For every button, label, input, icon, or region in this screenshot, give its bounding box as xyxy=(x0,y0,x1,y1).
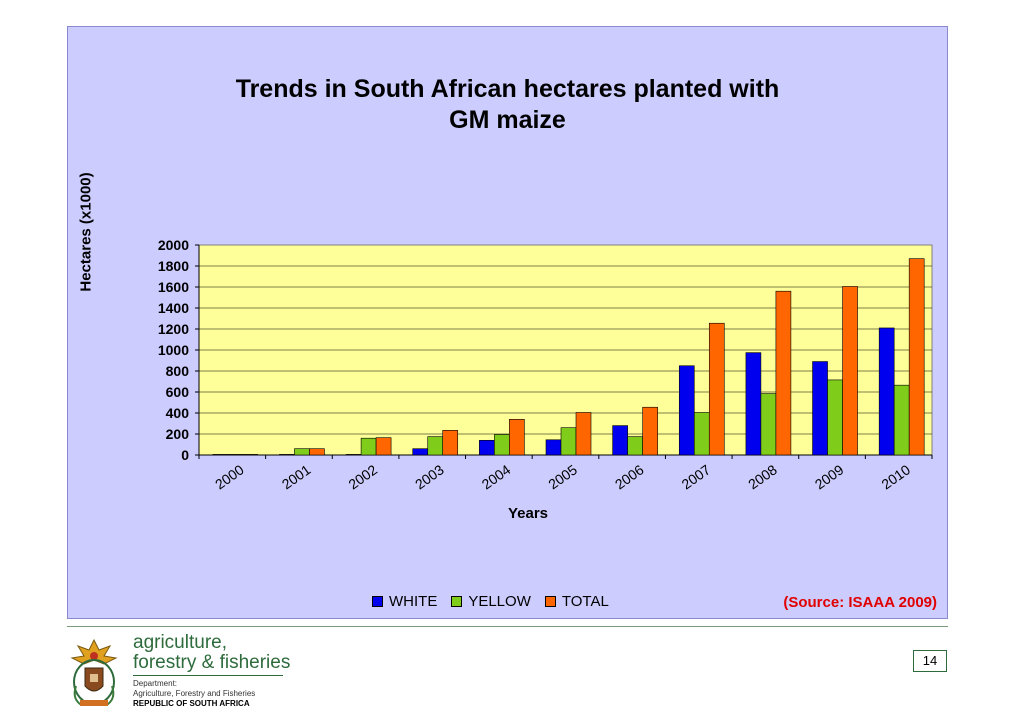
bar-total-2002 xyxy=(375,437,392,456)
brand-line-1: agriculture, xyxy=(133,632,227,653)
coat-of-arms-icon xyxy=(70,638,118,706)
y-tick-label: 1000 xyxy=(158,342,189,358)
bar-white-2000 xyxy=(212,454,229,456)
y-tick-label: 1200 xyxy=(158,321,189,337)
bar-yellow-2001 xyxy=(294,448,310,456)
x-tick-label: 2001 xyxy=(279,461,314,492)
legend-item-total: TOTAL xyxy=(544,592,609,610)
x-tick-label: 2000 xyxy=(212,461,247,492)
bar-white-2008 xyxy=(745,352,762,456)
legend-label-yellow: YELLOW xyxy=(468,592,531,610)
bar-yellow-2006 xyxy=(627,436,643,456)
bar-white-2001 xyxy=(279,454,295,456)
legend-swatch-white xyxy=(372,595,383,607)
bar-yellow-2008 xyxy=(760,393,777,456)
dept-line-1: Department: xyxy=(133,679,178,688)
bar-yellow-2009 xyxy=(827,379,843,456)
y-axis-label: Hectares (x1000) xyxy=(77,172,95,292)
bar-white-2004 xyxy=(479,439,495,456)
chart-title: Trends in South African hectares planted… xyxy=(235,75,780,134)
bar-yellow-2003 xyxy=(427,436,444,456)
bar-white-2003 xyxy=(412,448,429,456)
bar-white-2005 xyxy=(545,439,562,456)
bar-total-2008 xyxy=(775,290,792,456)
x-tick-label: 2003 xyxy=(412,461,447,492)
brand-name: agriculture, forestry & fisheries xyxy=(133,633,290,673)
department-block: Department: Agriculture, Forestry and Fi… xyxy=(133,679,255,709)
brand-divider xyxy=(133,675,283,676)
y-tick-label: 0 xyxy=(181,447,189,463)
x-axis-label: Years xyxy=(507,505,549,522)
bar-total-2007 xyxy=(708,322,725,456)
bar-total-2010 xyxy=(908,258,925,456)
bar-total-2000 xyxy=(242,454,259,456)
bar-yellow-2005 xyxy=(560,427,577,456)
legend-label-white: WHITE xyxy=(389,592,438,610)
bar-chart: 0 200 400 600 800 1000 1200 1400 1600 1800 2000 200… xyxy=(158,237,933,492)
bar-yellow-2004 xyxy=(494,434,510,456)
legend-item-white: WHITE xyxy=(372,593,437,610)
y-tick-label: 600 xyxy=(166,384,190,400)
bar-white-2002 xyxy=(345,454,362,456)
source-note: (Source: ISAAA 2009) xyxy=(783,594,937,611)
brand-line-2: forestry & fisheries xyxy=(133,652,291,673)
bar-yellow-2010 xyxy=(893,384,910,456)
bar-white-2006 xyxy=(612,425,628,456)
bar-total-2004 xyxy=(509,418,525,456)
bar-total-2006 xyxy=(642,406,658,456)
bar-white-2007 xyxy=(678,365,695,456)
bar-white-2009 xyxy=(812,361,828,456)
legend: WHITE YELLOW TOTAL xyxy=(372,591,623,611)
y-tick-label: 1400 xyxy=(158,300,189,316)
x-tick-label: 2007 xyxy=(679,461,714,492)
y-tick-label: 2000 xyxy=(158,237,189,253)
bar-total-2009 xyxy=(842,286,858,456)
y-tick-label: 200 xyxy=(166,426,190,442)
footer-divider xyxy=(67,626,948,627)
x-tick-label: 2008 xyxy=(745,461,780,492)
x-tick-label: 2006 xyxy=(612,461,647,492)
legend-label-total: TOTAL xyxy=(561,592,609,610)
x-tick-label: 2010 xyxy=(878,461,913,492)
chart-panel: 0 200 400 600 800 1000 1200 1400 1600 1800 2000 200… xyxy=(67,26,948,619)
bar-yellow-2002 xyxy=(360,437,377,456)
bar-yellow-2007 xyxy=(693,412,710,456)
dept-line-2: Agriculture, Forestry and Fisheries xyxy=(133,689,256,698)
y-tick-label: 800 xyxy=(166,363,190,379)
dept-country: REPUBLIC OF SOUTH AFRICA xyxy=(133,699,250,708)
x-tick-label: 2002 xyxy=(345,461,380,492)
coat-of-arms-logo xyxy=(70,638,118,706)
bar-total-2001 xyxy=(309,448,325,456)
legend-item-yellow: YELLOW xyxy=(451,593,531,610)
y-tick-label: 1800 xyxy=(158,258,189,274)
legend-swatch-total xyxy=(544,595,556,607)
x-tick-label: 2009 xyxy=(812,461,847,492)
bar-yellow-2000 xyxy=(227,454,244,456)
y-tick-label: 400 xyxy=(166,405,190,421)
y-tick-label: 1600 xyxy=(158,279,189,295)
bar-total-2005 xyxy=(575,412,592,456)
x-tick-label: 2005 xyxy=(545,461,580,492)
bar-white-2010 xyxy=(878,327,895,456)
bar-total-2003 xyxy=(442,430,459,456)
page-number: 14 xyxy=(913,650,947,672)
legend-swatch-yellow xyxy=(451,595,463,607)
x-tick-label: 2004 xyxy=(479,461,514,492)
